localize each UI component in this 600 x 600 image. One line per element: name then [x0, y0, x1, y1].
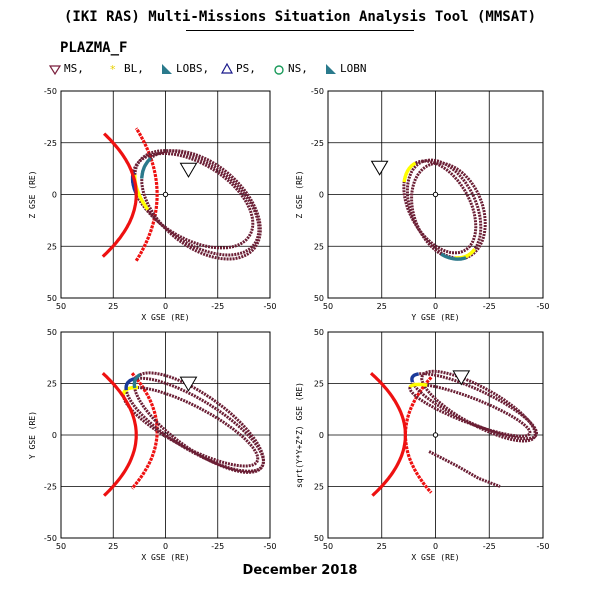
y-tick-label: -25	[44, 139, 57, 148]
x-tick-label: -50	[536, 302, 549, 311]
y-tick-label: 25	[314, 380, 324, 389]
y-tick-label: 0	[52, 191, 57, 200]
orbit-track	[428, 450, 501, 488]
x-tick-label: 25	[377, 542, 387, 551]
x-tick-label: -50	[263, 302, 276, 311]
y-tick-label: 25	[47, 380, 57, 389]
flag-triangle-icon	[326, 64, 336, 74]
x-tick-label: -25	[211, 542, 224, 551]
lobe-segment	[132, 373, 141, 389]
x-tick-label: 25	[108, 542, 118, 551]
svg-text:*: *	[110, 63, 116, 76]
x-tick-label: -50	[536, 542, 549, 551]
x-tick-label: 25	[108, 302, 118, 311]
ms-marker	[179, 376, 198, 392]
legend-label: MS,	[64, 62, 84, 75]
y-tick-label: 50	[314, 534, 324, 543]
x-tick-label: -25	[483, 302, 496, 311]
x-tick-label: 50	[56, 302, 66, 311]
orbit-track	[410, 161, 487, 261]
earth-marker	[162, 191, 169, 198]
x-tick-label: 0	[163, 302, 168, 311]
x-axis-label: X GSE (RE)	[411, 553, 459, 562]
bl-segment	[408, 382, 428, 388]
lobe-segment	[440, 252, 467, 261]
bow-shock-boundary	[101, 372, 138, 497]
ms-marker	[370, 160, 389, 176]
orbit-track	[121, 386, 260, 468]
y-axis-label: Z GSE (RE)	[295, 170, 304, 218]
mission-name: PLAZMA_F	[60, 40, 128, 56]
page-title: (IKI RAS) Multi-Missions Situation Analy…	[63, 9, 536, 25]
x-tick-label: 0	[433, 542, 438, 551]
y-tick-label: 50	[47, 328, 57, 337]
legend-label: NS,	[288, 62, 308, 75]
legend-label: LOBS,	[176, 62, 210, 75]
bow-shock-boundary	[101, 132, 138, 258]
earth-marker	[432, 432, 439, 438]
x-axis-label: Y GSE (RE)	[411, 313, 459, 322]
lobe-segment	[140, 157, 152, 179]
x-tick-label: 50	[323, 542, 333, 551]
y-tick-label: 25	[314, 242, 324, 251]
y-tick-label: 25	[314, 483, 324, 492]
star-icon: *	[110, 63, 116, 76]
x-tick-label: 25	[377, 302, 387, 311]
x-tick-label: 50	[323, 302, 333, 311]
bow-shock-boundary	[130, 372, 159, 490]
y-tick-label: -50	[44, 87, 57, 96]
triangle-down-icon	[48, 65, 62, 76]
orbit-track	[132, 371, 265, 474]
legend-label: BL,	[124, 62, 144, 75]
y-tick-label: 25	[47, 242, 57, 251]
x-tick-label: 50	[56, 542, 66, 551]
y-tick-label: 50	[47, 294, 57, 303]
y-tick-label: 0	[52, 431, 57, 440]
orbit-track	[405, 158, 483, 260]
ps-segment	[124, 376, 137, 391]
x-tick-label: 0	[163, 542, 168, 551]
legend-label: LOBN	[340, 62, 367, 75]
triangle-up-icon	[220, 62, 234, 74]
x-axis-label: X GSE (RE)	[141, 313, 189, 322]
y-tick-label: -25	[44, 483, 57, 492]
ms-marker	[179, 162, 198, 178]
orbit-track	[131, 152, 255, 250]
bow-shock-boundary	[134, 127, 159, 262]
date-label: December 2018	[242, 563, 358, 578]
x-tick-label: -50	[263, 542, 276, 551]
flag-triangle-icon	[162, 64, 172, 74]
y-axis-label: Z GSE (RE)	[28, 170, 37, 218]
y-tick-label: 0	[319, 431, 324, 440]
title-underline	[186, 30, 414, 31]
y-tick-label: -50	[311, 87, 324, 96]
x-axis-label: X GSE (RE)	[141, 553, 189, 562]
circle-icon	[274, 65, 284, 75]
y-tick-label: 50	[314, 294, 324, 303]
x-tick-label: 0	[433, 302, 438, 311]
x-tick-label: -25	[483, 542, 496, 551]
orbit-track	[402, 159, 478, 255]
y-axis-label: sqrt(Y*Y+Z*Z) GSE (RE)	[295, 382, 304, 488]
orbit-track	[408, 382, 532, 438]
y-tick-label: -25	[311, 139, 324, 148]
y-tick-label: -50	[44, 534, 57, 543]
bow-shock-boundary	[369, 372, 407, 497]
legend-label: PS,	[236, 62, 256, 75]
orbit-track	[140, 149, 262, 261]
ps-segment	[410, 372, 419, 383]
bl-segment	[402, 161, 417, 183]
earth-marker	[432, 191, 439, 198]
y-axis-label: Y GSE (RE)	[28, 411, 37, 459]
y-tick-label: 50	[314, 328, 324, 337]
y-tick-label: 0	[319, 191, 324, 200]
x-tick-label: -25	[211, 302, 224, 311]
ms-marker	[452, 370, 471, 386]
